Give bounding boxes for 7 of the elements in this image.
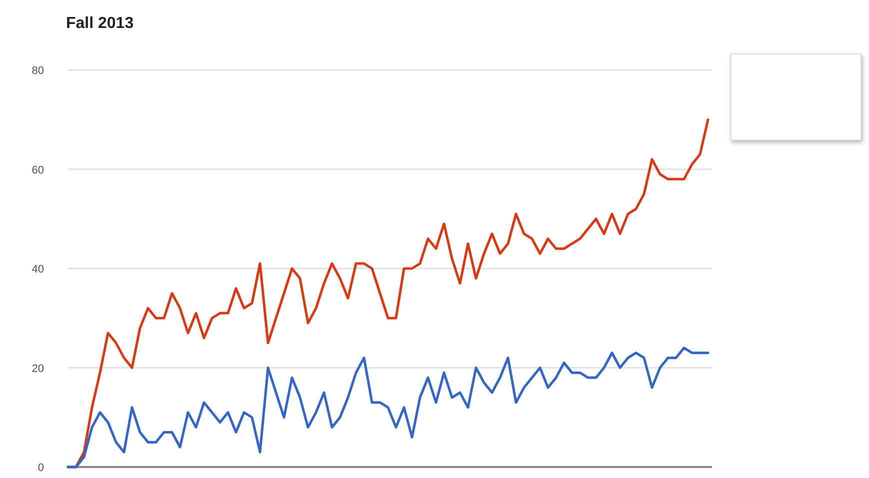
y-tick-label: 40 [32,264,44,276]
chart-title: Fall 2013 [66,15,134,32]
y-tick-label: 20 [32,362,44,375]
y-tick-label: 60 [32,164,44,176]
line-series [66,346,710,468]
y-tick-label: 0 [38,462,44,474]
y-tick-label: 80 [32,65,44,77]
